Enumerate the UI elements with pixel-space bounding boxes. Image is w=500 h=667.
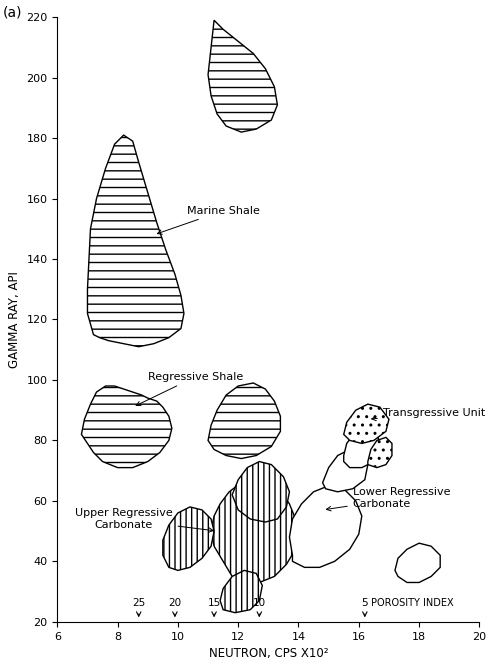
Text: Transgressive Unit: Transgressive Unit xyxy=(372,408,485,421)
Text: Upper Regressive
Carbonate: Upper Regressive Carbonate xyxy=(75,508,214,532)
Polygon shape xyxy=(82,386,172,468)
Polygon shape xyxy=(163,507,214,570)
Text: POROSITY INDEX: POROSITY INDEX xyxy=(371,598,454,608)
Polygon shape xyxy=(344,404,389,444)
Text: Lower Regressive
Carbonate: Lower Regressive Carbonate xyxy=(326,488,450,511)
Polygon shape xyxy=(208,20,278,132)
Polygon shape xyxy=(232,462,289,522)
Polygon shape xyxy=(220,570,262,613)
Text: (a): (a) xyxy=(2,5,22,19)
Polygon shape xyxy=(88,135,184,347)
Polygon shape xyxy=(395,543,440,582)
Polygon shape xyxy=(322,450,368,492)
Polygon shape xyxy=(211,480,298,582)
Text: 15: 15 xyxy=(208,598,220,608)
Text: 5: 5 xyxy=(362,598,368,608)
Text: 10: 10 xyxy=(252,598,266,608)
Text: 25: 25 xyxy=(132,598,145,608)
Y-axis label: GAMMA RAY, API: GAMMA RAY, API xyxy=(8,271,21,368)
Polygon shape xyxy=(368,438,392,468)
X-axis label: NEUTRON, CPS X10²: NEUTRON, CPS X10² xyxy=(208,647,328,660)
Text: Regressive Shale: Regressive Shale xyxy=(136,372,243,406)
Polygon shape xyxy=(344,426,380,468)
Polygon shape xyxy=(290,486,362,568)
Text: Marine Shale: Marine Shale xyxy=(158,205,260,234)
Text: 20: 20 xyxy=(168,598,181,608)
Polygon shape xyxy=(208,383,281,458)
